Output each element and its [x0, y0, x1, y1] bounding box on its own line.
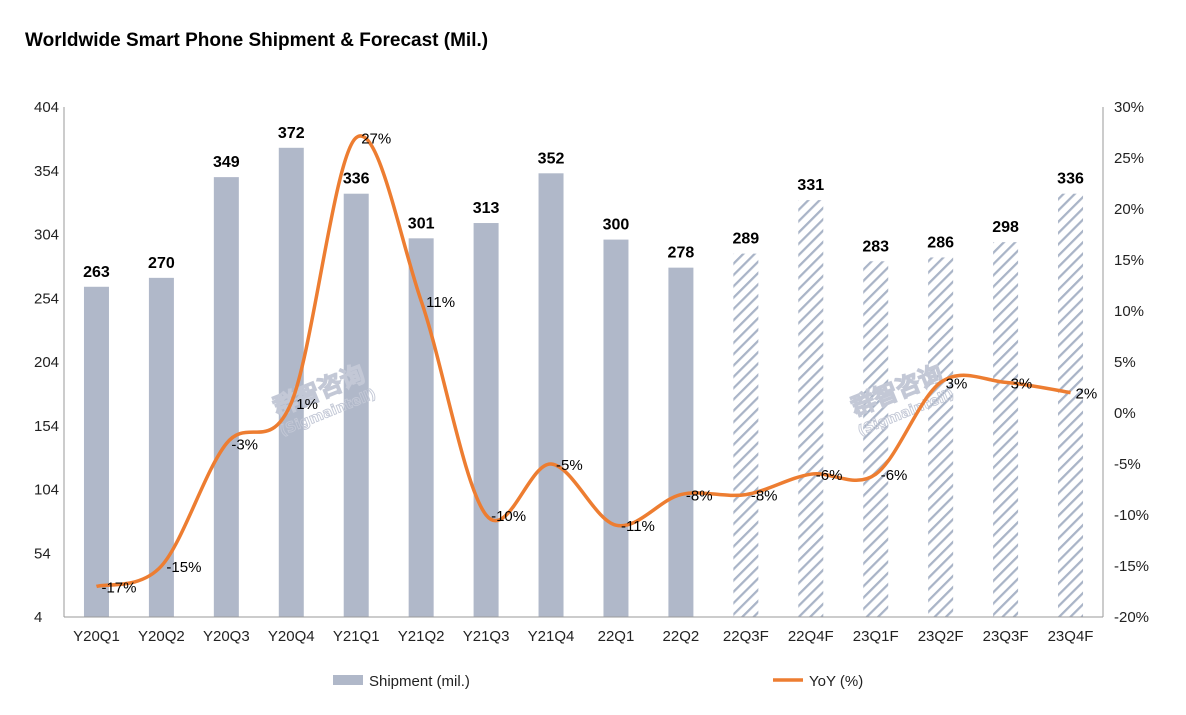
bar-y20q2 — [148, 277, 174, 617]
bar-value-label: 289 — [732, 231, 759, 248]
x-tick-label: Y20Q1 — [73, 628, 120, 645]
y-right-tick-label: -15% — [1114, 558, 1149, 575]
x-tick-label: Y20Q3 — [203, 628, 250, 645]
y-left-tick-label: 154 — [34, 418, 59, 435]
bar-23q3f — [993, 242, 1019, 617]
yoy-value-label: 27% — [361, 131, 391, 148]
bar-value-label: 270 — [148, 255, 175, 272]
yoy-value-label: -10% — [491, 508, 526, 525]
yoy-value-label: -8% — [751, 488, 778, 505]
x-tick-label: 22Q2 — [663, 628, 700, 645]
y-right-tick-label: 5% — [1114, 354, 1136, 371]
legend-label-shipment: Shipment (mil.) — [369, 673, 470, 690]
y-left-tick-label: 404 — [34, 99, 59, 116]
x-tick-label: Y21Q2 — [398, 628, 445, 645]
yoy-value-label: -11% — [621, 518, 655, 535]
yoy-value-label: 3% — [946, 375, 968, 392]
bar-y20q3 — [213, 177, 239, 617]
legend: Shipment (mil.) YoY (%) — [333, 673, 863, 690]
bars-layer — [83, 147, 1084, 618]
bar-value-label: 301 — [408, 215, 435, 232]
y-left-tick-label: 304 — [34, 227, 59, 244]
yoy-value-label: -5% — [556, 457, 583, 474]
y-right-tick-label: -10% — [1114, 507, 1149, 524]
bar-value-label: 298 — [992, 219, 1019, 236]
bar-value-label: 349 — [213, 154, 240, 171]
y-right-tick-label: 10% — [1114, 303, 1144, 320]
bar-23q1f — [863, 261, 889, 617]
bar-22q2 — [668, 267, 694, 617]
bar-value-label: 336 — [1057, 171, 1084, 188]
bar-value-label: 278 — [668, 245, 695, 262]
bar-22q1 — [603, 239, 629, 617]
x-tick-label: 23Q4F — [1048, 628, 1094, 645]
x-tick-label: Y20Q4 — [268, 628, 315, 645]
yoy-value-label: -8% — [686, 488, 713, 505]
bar-y21q1 — [343, 193, 369, 617]
y-right-tick-label: 20% — [1114, 201, 1144, 218]
bar-23q2f — [928, 257, 954, 617]
x-tick-label: 22Q1 — [598, 628, 635, 645]
yoy-value-label: -17% — [101, 579, 136, 596]
x-tick-label: Y20Q2 — [138, 628, 185, 645]
y-right-tick-label: 15% — [1114, 252, 1144, 269]
y-left-tick-label: 254 — [34, 290, 59, 307]
bar-y20q1 — [83, 286, 109, 617]
legend-label-yoy: YoY (%) — [809, 673, 863, 690]
yoy-value-label: -6% — [881, 467, 908, 484]
y-right-tick-label: 25% — [1114, 150, 1144, 167]
bar-value-label: 336 — [343, 171, 370, 188]
x-tick-label: Y21Q3 — [463, 628, 510, 645]
axes-layer: 4 54 104 154 204 254 304 354 404 -20% -15% -10% -5% 0… — [34, 99, 1149, 645]
y-left-tick-label: 354 — [34, 163, 59, 180]
yoy-value-label: -15% — [166, 559, 201, 576]
yoy-line — [95, 134, 1071, 589]
bar-23q4f — [1058, 193, 1084, 617]
y-right-tick-label: 30% — [1114, 99, 1144, 116]
line-layer — [95, 134, 1071, 589]
bar-y21q4 — [538, 173, 564, 618]
legend-swatch-shipment — [333, 675, 363, 685]
yoy-value-label: 11% — [426, 294, 455, 311]
bar-value-label: 372 — [278, 125, 305, 142]
bar-value-label: 331 — [797, 177, 824, 194]
y-right-tick-label: -5% — [1114, 456, 1141, 473]
yoy-value-label: -6% — [816, 467, 843, 484]
yoy-value-label: -3% — [231, 437, 258, 454]
yoy-value-label: 3% — [1011, 375, 1033, 392]
bar-value-label: 300 — [603, 217, 630, 234]
y-left-tick-label: 4 — [34, 609, 42, 626]
y-right-tick-label: 0% — [1114, 405, 1136, 422]
x-tick-label: Y21Q4 — [528, 628, 575, 645]
yoy-value-label: 1% — [296, 396, 318, 413]
y-left-tick-label: 104 — [34, 482, 59, 499]
y-left-tick-label: 204 — [34, 354, 59, 371]
x-tick-label: 22Q4F — [788, 628, 834, 645]
bar-value-label: 313 — [473, 200, 500, 217]
labels-layer: 263 270 349 372 336 301 313 352 300 278 289 331 283 2… — [83, 125, 1097, 597]
x-tick-label: Y21Q1 — [333, 628, 380, 645]
bar-value-label: 286 — [927, 234, 954, 251]
bar-22q3f — [733, 253, 759, 617]
x-tick-label: 23Q1F — [853, 628, 899, 645]
yoy-value-label: 2% — [1076, 386, 1098, 403]
y-right-tick-label: -20% — [1114, 609, 1149, 626]
x-tick-label: 22Q3F — [723, 628, 769, 645]
bar-value-label: 352 — [538, 150, 565, 167]
y-left-tick-label: 54 — [34, 545, 51, 562]
x-tick-label: 23Q2F — [918, 628, 964, 645]
bar-value-label: 283 — [862, 238, 889, 255]
bar-value-label: 263 — [83, 264, 110, 281]
chart-title: Worldwide Smart Phone Shipment & Forecas… — [25, 30, 489, 51]
x-tick-label: 23Q3F — [983, 628, 1029, 645]
bar-y21q3 — [473, 223, 499, 617]
bar-22q4f — [798, 200, 824, 617]
